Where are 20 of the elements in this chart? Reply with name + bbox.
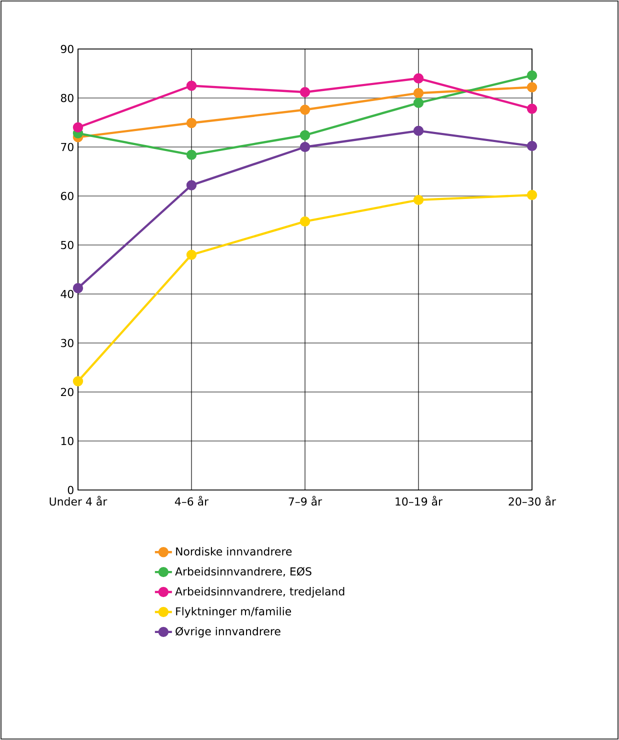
y-tick-label: 40: [60, 290, 74, 298]
x-tick-label: 7–9 år: [288, 496, 322, 506]
y-tick-label: 90: [60, 44, 74, 54]
legend-label: Arbeidsinnvandrere, EØS: [175, 567, 312, 577]
y-tick-label: 80: [60, 94, 74, 102]
y-tick-label: 20: [61, 388, 74, 396]
y-tick-label: 70: [61, 142, 74, 152]
y-tick-label: 0: [68, 486, 74, 494]
legend-label: Flyktninger m/familie: [176, 606, 292, 618]
legend-label: Arbeidsinnvandrere, tredjeland: [175, 587, 344, 598]
y-tick-label: 10: [61, 436, 74, 446]
y-tick-label: 30: [61, 338, 74, 348]
x-tick-label: 4–6 år: [174, 496, 209, 506]
x-tick-label: 20–30 år: [508, 496, 556, 506]
legend-label: Nordiske innvandrere: [176, 547, 292, 556]
y-tick-label: 50: [61, 240, 74, 250]
legend-label: Øvrige innvandrere: [176, 626, 280, 638]
y-tick-label: 60: [60, 192, 74, 200]
x-tick-label: 10–19 år: [396, 496, 443, 506]
x-tick-label: Under 4 år: [50, 496, 108, 506]
